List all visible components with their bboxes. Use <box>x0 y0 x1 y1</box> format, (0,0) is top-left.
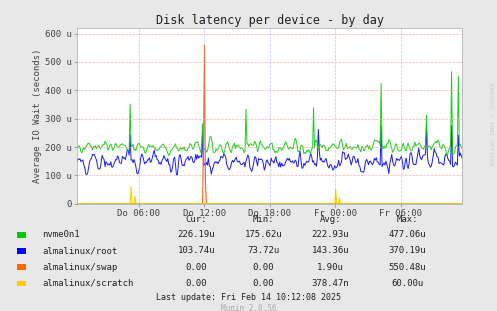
Text: almalinux/swap: almalinux/swap <box>42 263 117 272</box>
Text: almalinux/scratch: almalinux/scratch <box>42 279 134 288</box>
Text: 143.36u: 143.36u <box>312 247 349 255</box>
Text: Last update: Fri Feb 14 10:12:08 2025: Last update: Fri Feb 14 10:12:08 2025 <box>156 294 341 302</box>
Text: 0.00: 0.00 <box>252 263 274 272</box>
Title: Disk latency per device - by day: Disk latency per device - by day <box>156 14 384 27</box>
Text: 477.06u: 477.06u <box>389 230 426 239</box>
Text: 222.93u: 222.93u <box>312 230 349 239</box>
Text: nvme0n1: nvme0n1 <box>42 230 80 239</box>
Text: RRDTOOL / TOBI OETIKER: RRDTOOL / TOBI OETIKER <box>489 83 494 166</box>
Text: Avg:: Avg: <box>320 215 341 224</box>
Text: 0.00: 0.00 <box>185 279 207 288</box>
Text: 73.72u: 73.72u <box>248 247 279 255</box>
Text: Min:: Min: <box>252 215 274 224</box>
Text: 175.62u: 175.62u <box>245 230 282 239</box>
Text: 550.48u: 550.48u <box>389 263 426 272</box>
Text: 0.00: 0.00 <box>252 279 274 288</box>
Text: Munin 2.0.56: Munin 2.0.56 <box>221 304 276 311</box>
Text: 226.19u: 226.19u <box>177 230 215 239</box>
Text: 60.00u: 60.00u <box>392 279 423 288</box>
Y-axis label: Average IO Wait (seconds): Average IO Wait (seconds) <box>33 49 42 183</box>
Text: 1.90u: 1.90u <box>317 263 344 272</box>
Text: 0.00: 0.00 <box>185 263 207 272</box>
Text: 103.74u: 103.74u <box>177 247 215 255</box>
Text: 378.47n: 378.47n <box>312 279 349 288</box>
Text: 370.19u: 370.19u <box>389 247 426 255</box>
Text: almalinux/root: almalinux/root <box>42 247 117 255</box>
Text: Cur:: Cur: <box>185 215 207 224</box>
Text: Max:: Max: <box>397 215 418 224</box>
